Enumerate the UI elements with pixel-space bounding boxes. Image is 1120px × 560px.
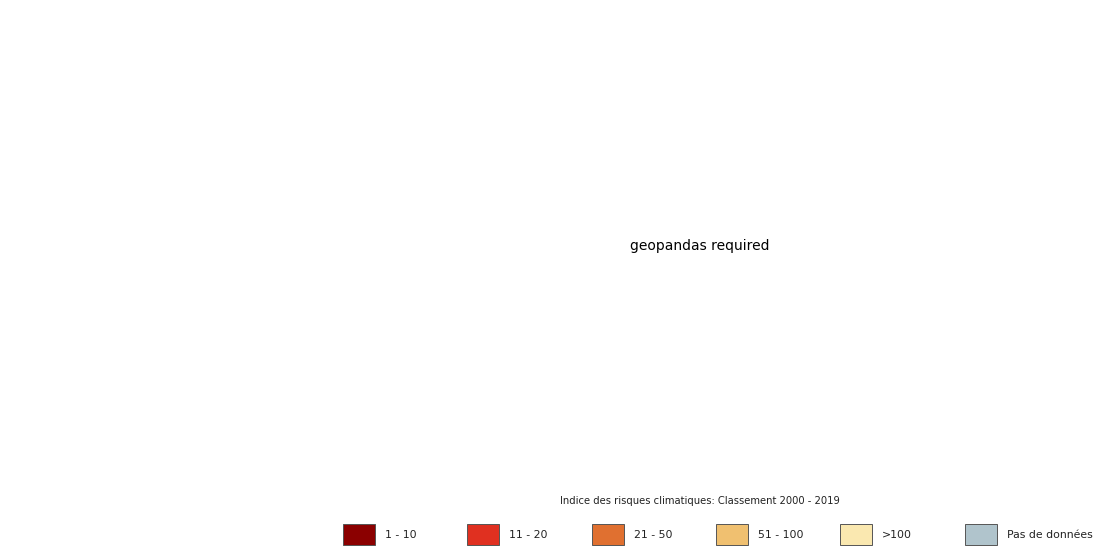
Bar [964,524,997,545]
Text: Indice des risques climatiques: Classement 2000 - 2019: Indice des risques climatiques: Classeme… [560,496,840,506]
Text: www.germanwatch.org/en/cri: www.germanwatch.org/en/cri [74,516,206,525]
Bar [716,524,748,545]
Text: geopandas required: geopandas required [631,240,769,253]
Text: 11 - 20: 11 - 20 [510,530,548,539]
Text: GERMANWATCH: GERMANWATCH [78,156,202,170]
Text: >100: >100 [883,530,913,539]
Text: 1 - 10: 1 - 10 [385,530,417,539]
Bar [840,524,872,545]
Text: Indice mondial
des risques
climatiques
2021: Indice mondial des risques climatiques 2… [63,282,217,379]
Bar [591,524,624,545]
Bar [467,524,500,545]
Bar [343,524,375,545]
Text: Pas de données: Pas de données [1007,530,1092,539]
Text: 51 - 100: 51 - 100 [758,530,803,539]
Text: 21 - 50: 21 - 50 [634,530,672,539]
